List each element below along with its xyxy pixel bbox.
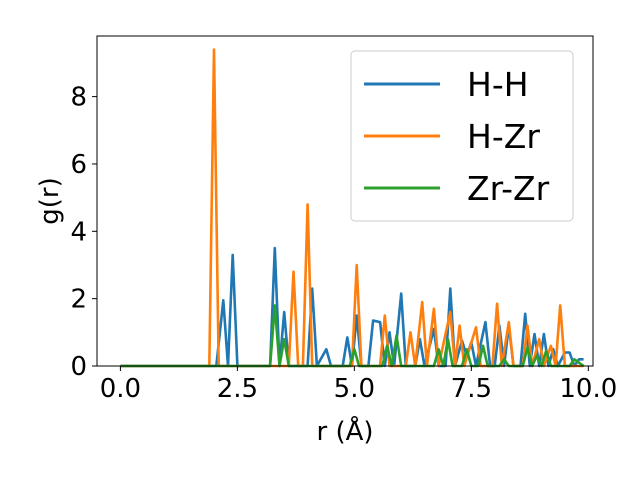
y-tick-label: 6 — [70, 150, 87, 180]
legend-box — [350, 50, 574, 222]
legend: H-H H-Zr Zr-Zr — [350, 50, 574, 222]
y-axis-ticks: 0 2 4 6 8 — [70, 83, 97, 382]
y-axis-label: g(r) — [35, 177, 65, 224]
legend-label-zr-zr: Zr-Zr — [467, 169, 550, 208]
y-tick-label: 2 — [70, 285, 87, 315]
y-tick-label: 0 — [70, 352, 87, 382]
x-tick-label: 0.0 — [100, 374, 141, 404]
plot-frame — [96, 35, 594, 367]
y-tick-label: 8 — [70, 83, 87, 113]
y-tick-label: 4 — [70, 217, 87, 247]
x-tick-label: 5.0 — [334, 374, 375, 404]
legend-label-h-h: H-H — [467, 65, 529, 104]
x-axis-label: r (Å) — [316, 415, 373, 447]
x-tick-label: 10.0 — [559, 374, 617, 404]
x-tick-label: 7.5 — [451, 374, 492, 404]
legend-label-h-zr: H-Zr — [467, 117, 540, 156]
x-tick-label: 2.5 — [217, 374, 258, 404]
x-axis-ticks: 0.0 2.5 5.0 7.5 10.0 — [100, 366, 617, 404]
